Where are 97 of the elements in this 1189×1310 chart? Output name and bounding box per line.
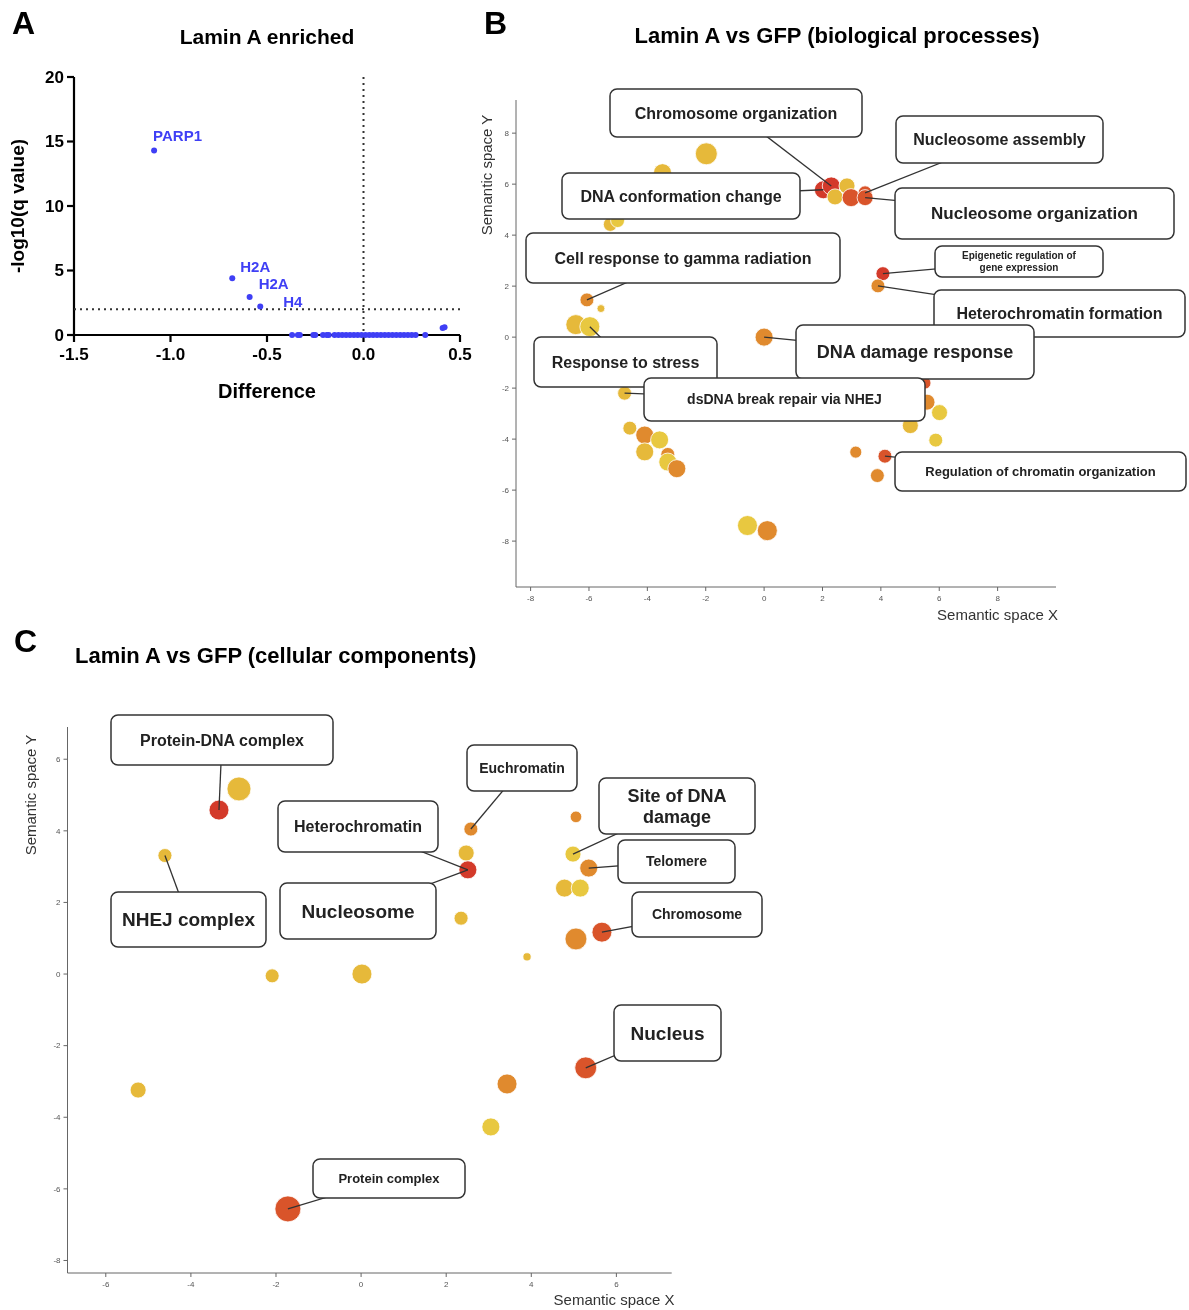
x-tick-label: -4	[643, 594, 652, 603]
annotation: Telomere	[645, 853, 708, 870]
annotation: Protein-DNA complex	[140, 731, 305, 749]
chart-title: Lamin A vs GFP (biological processes)	[634, 23, 1040, 48]
x-tick-label: 6	[614, 1280, 620, 1289]
callout: Heterochromatin	[277, 800, 469, 871]
callout: Protein complex	[287, 1158, 466, 1210]
y-tick-label: -8	[53, 1256, 62, 1266]
annotation: Chromosome	[651, 906, 743, 923]
x-tick-label: 2	[820, 594, 826, 603]
x-tick-label: -8	[527, 594, 535, 603]
annotation: Nucleosome assembly	[913, 131, 1086, 149]
x-axis-title: Semantic space X	[937, 606, 1058, 623]
callout: Response to stress	[533, 326, 718, 388]
annotation: Nucleus	[630, 1022, 705, 1044]
y-tick-label: 2	[56, 898, 62, 908]
x-tick-label: -0.5	[252, 345, 282, 364]
y-tick-label: 20	[45, 67, 64, 87]
x-tick-label: 0	[358, 1280, 364, 1289]
callout: Euchromatin	[466, 744, 578, 830]
annotation: Chromosome organization	[634, 104, 838, 122]
y-tick-label: 0	[54, 325, 64, 345]
y-tick-label: 5	[54, 261, 64, 281]
annotation: Response to stress	[551, 353, 700, 371]
y-axis-title: Semantic space Y	[22, 734, 39, 856]
y-tick-label: 0	[504, 332, 510, 342]
y-tick-label: 4	[56, 826, 62, 836]
annotation: DNA conformation change	[580, 187, 782, 205]
y-tick-label: -2	[501, 383, 510, 393]
annotation: Euchromatin	[479, 759, 565, 776]
x-tick-label: -1.0	[155, 345, 186, 364]
chart-title: Lamin A enriched	[179, 25, 355, 48]
chart-title: Lamin A vs GFP (cellular components)	[75, 643, 477, 668]
y-tick-label: 8	[504, 128, 510, 138]
x-tick-label: -2	[272, 1280, 281, 1289]
y-axis-title: -log10(q value)	[7, 138, 28, 274]
annotation: Heterochromatin	[293, 818, 423, 836]
y-tick-label: -6	[501, 485, 510, 495]
x-tick-label: 6	[937, 594, 943, 603]
annotation: DNA damage response	[816, 342, 1014, 363]
annotation: Nucleosome organization	[931, 204, 1138, 224]
annotation: Nucleosome	[301, 900, 415, 922]
x-tick-label: -6	[585, 594, 594, 603]
y-tick-label: 2	[504, 281, 510, 291]
annotation: Cell response to gamma radiation	[554, 249, 812, 267]
y-tick-label: -4	[501, 434, 510, 444]
annotation: Protein complex	[338, 1171, 441, 1187]
y-axis-title: Semantic space Y	[478, 114, 495, 236]
y-tick-label: -4	[53, 1113, 62, 1123]
annotation: NHEJ complex	[121, 909, 256, 931]
callout: Nucleus	[585, 1004, 722, 1069]
x-tick-label: 4	[878, 594, 884, 603]
x-tick-label: 0.5	[448, 345, 472, 364]
annotation: Epigenetic regulation of gene expression	[962, 250, 1077, 273]
x-axis-title: Semantic space X	[553, 1291, 675, 1308]
x-tick-label: 4	[529, 1280, 535, 1289]
callout: Epigenetic regulation of gene expression	[882, 245, 1104, 278]
x-tick-label: 8	[995, 594, 1001, 603]
y-tick-label: 6	[56, 755, 62, 765]
y-tick-label: -6	[53, 1184, 62, 1194]
callout: Chromosome	[601, 891, 763, 938]
y-tick-label: -2	[53, 1041, 62, 1051]
annotation: Regulation of chromatin organization	[925, 464, 1156, 480]
callout: Telomere	[588, 839, 736, 884]
text: A	[12, 5, 36, 41]
y-tick-label: 15	[45, 132, 64, 152]
x-tick-label: 2	[443, 1280, 449, 1289]
annotation: PARP1	[153, 126, 202, 144]
annotation: dsDNA break repair via NHEJ	[687, 391, 882, 408]
x-tick-label: -4	[187, 1280, 195, 1289]
x-tick-label: -1.5	[59, 345, 89, 364]
callout: Nucleosome	[279, 869, 469, 940]
annotation: Heterochromatin formation	[956, 305, 1163, 323]
x-tick-label: -2	[702, 594, 710, 603]
y-tick-label: 6	[504, 179, 510, 189]
x-axis-title: Difference	[218, 380, 316, 402]
text: B	[484, 5, 508, 41]
y-tick-label: 0	[56, 969, 62, 979]
callout: Cell response to gamma radiation	[525, 232, 841, 301]
y-tick-label: -8	[501, 536, 510, 546]
y-tick-label: 10	[45, 196, 64, 216]
annotation: H2A	[258, 274, 289, 292]
x-tick-label: 0.0	[351, 345, 376, 364]
annotation: Site of DNA damage	[627, 785, 727, 828]
x-tick-label: 0	[761, 594, 767, 603]
callout: dsDNA break repair via NHEJ	[623, 377, 926, 422]
callout: DNA damage response	[763, 324, 1035, 380]
callout: Regulation of chromatin organization	[884, 451, 1187, 492]
y-tick-label: 4	[504, 230, 510, 240]
callout: NHEJ complex	[110, 854, 267, 948]
text: C	[14, 623, 38, 659]
annotation: H2A	[240, 258, 271, 276]
callout: Protein-DNA complex	[110, 714, 334, 811]
callout: Nucleosome organization	[864, 187, 1175, 240]
x-tick-label: -6	[102, 1280, 110, 1289]
callout: DNA conformation change	[561, 172, 824, 220]
annotation: H4	[283, 292, 304, 310]
